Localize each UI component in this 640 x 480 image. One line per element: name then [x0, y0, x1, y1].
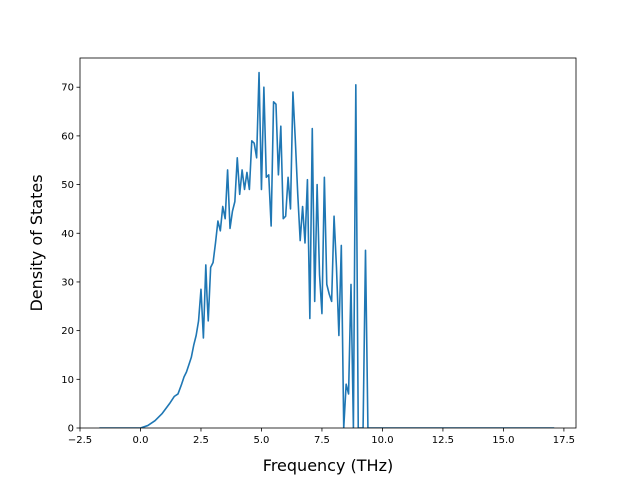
y-tick-label: 30	[61, 277, 74, 288]
x-tick-label: 15.0	[492, 435, 514, 446]
plot-area	[79, 57, 577, 429]
x-axis-label: Frequency (THz)	[263, 456, 393, 475]
plot-frame	[79, 57, 577, 429]
y-tick-label: 10	[61, 375, 74, 386]
y-axis-label: Density of States	[27, 174, 46, 311]
y-tick-label: 0	[68, 424, 74, 435]
dos-series-line	[99, 71, 555, 428]
y-tick-label: 50	[61, 180, 74, 191]
x-tick-label: 5.0	[254, 435, 270, 446]
x-axis: −2.5 0.0 2.5 5.0 7.5 10.0 12.5 15.0 17.5	[68, 428, 575, 446]
x-tick-label: 0.0	[133, 435, 149, 446]
x-tick-label: −2.5	[68, 435, 92, 446]
x-tick-label: 2.5	[193, 435, 209, 446]
y-tick-label: 70	[61, 83, 74, 94]
x-tick-label: 12.5	[432, 435, 454, 446]
y-tick-label: 40	[61, 229, 74, 240]
x-tick-label: 10.0	[371, 435, 393, 446]
x-tick-label: 7.5	[314, 435, 330, 446]
y-tick-label: 20	[61, 326, 74, 337]
y-tick-label: 60	[61, 131, 74, 142]
y-axis: 0 10 20 30 40 50 60 70	[61, 83, 80, 435]
x-tick-label: 17.5	[553, 435, 575, 446]
